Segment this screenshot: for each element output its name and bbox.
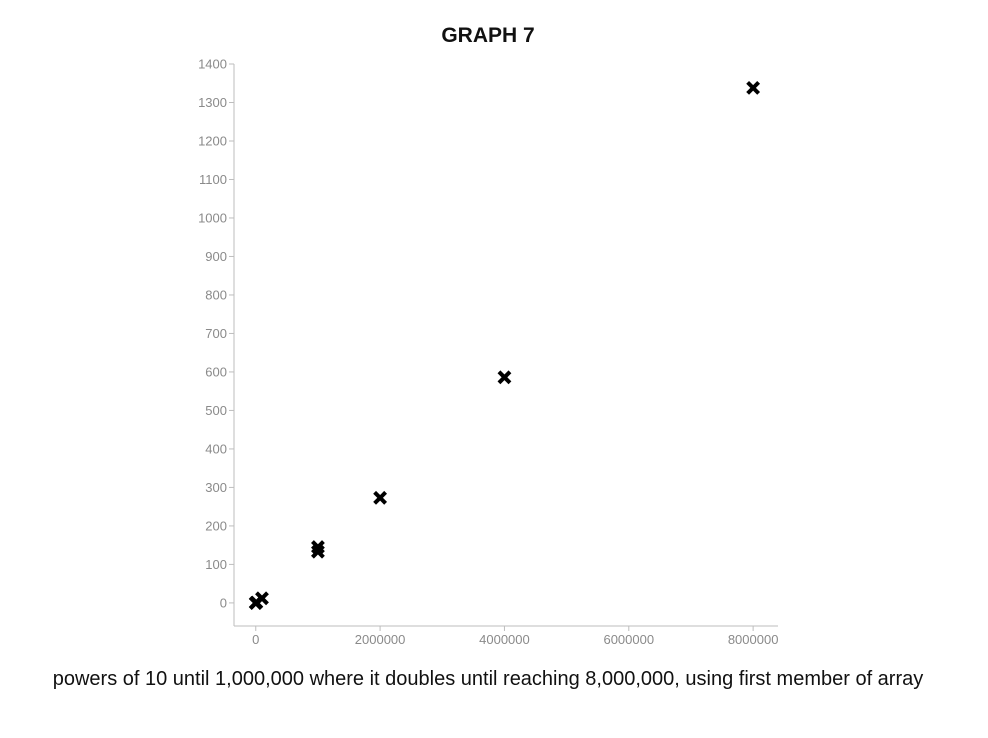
- y-tick-label: 800: [205, 287, 227, 302]
- x-tick-label: 2000000: [355, 632, 406, 647]
- data-point: [255, 591, 269, 606]
- y-tick-label: 1300: [198, 95, 227, 110]
- data-point: [497, 370, 512, 385]
- data-point: [373, 490, 388, 505]
- data-point: [311, 544, 325, 559]
- y-tick-label: 400: [205, 441, 227, 456]
- y-tick-label: 100: [205, 557, 227, 572]
- chart-title: GRAPH 7: [441, 24, 535, 47]
- y-tick-label: 600: [205, 364, 227, 379]
- y-tick-label: 1000: [198, 210, 227, 225]
- y-tick-label: 1200: [198, 133, 227, 148]
- y-axis-ticks: 0 100 200 300 400 500 600 700 800 900 1000 1100 1200…: [198, 57, 234, 610]
- x-axis-ticks: 0 2000000 4000000 6000000 8000000: [252, 626, 778, 647]
- y-tick-label: 300: [205, 480, 227, 495]
- y-tick-label: 1400: [198, 57, 227, 72]
- x-tick-label: 0: [252, 632, 259, 647]
- x-tick-label: 8000000: [728, 632, 779, 647]
- y-tick-label: 0: [220, 595, 227, 610]
- data-points: [248, 80, 761, 610]
- chart-caption: powers of 10 until 1,000,000 where it do…: [52, 668, 924, 690]
- axes: [233, 64, 778, 627]
- scatter-plot: 0 2000000 4000000 6000000 8000000 0 100 200 300…: [198, 57, 778, 648]
- y-tick-label: 200: [205, 518, 227, 533]
- x-tick-label: 4000000: [479, 632, 530, 647]
- y-tick-label: 900: [205, 249, 227, 264]
- data-point: [746, 80, 761, 95]
- y-tick-label: 500: [205, 403, 227, 418]
- y-tick-label: 1100: [199, 172, 227, 187]
- x-tick-label: 6000000: [603, 632, 654, 647]
- y-tick-label: 700: [205, 326, 227, 341]
